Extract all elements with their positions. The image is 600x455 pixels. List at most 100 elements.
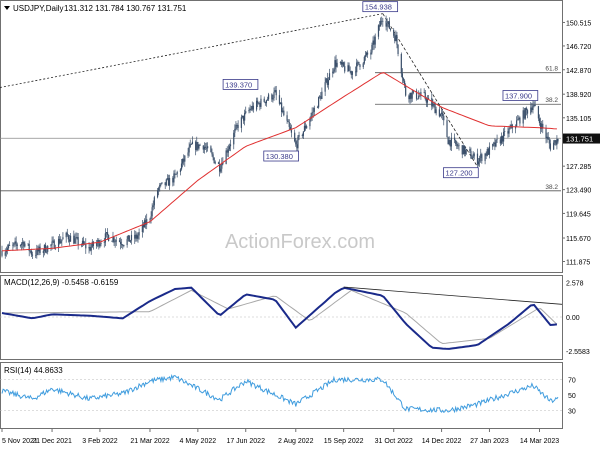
candle-body: [264, 101, 266, 104]
candle-body: [217, 162, 220, 164]
ohlc-values: 131.312 131.784 130.767 131.751: [64, 4, 187, 13]
candle-body: [272, 98, 274, 100]
candle-body: [411, 92, 413, 99]
candle-body: [443, 115, 445, 121]
candle-body: [242, 115, 245, 121]
candle-body: [111, 241, 113, 242]
candle-body: [213, 157, 215, 164]
candle-body: [179, 169, 182, 172]
candle-body: [190, 144, 192, 145]
candle-body: [484, 153, 486, 161]
candle-body: [265, 100, 267, 104]
candle-body: [20, 243, 23, 246]
candle-body: [434, 104, 436, 114]
rsi-line: [1, 374, 559, 414]
candle-body: [176, 171, 178, 175]
candle-body: [51, 241, 53, 245]
candle-body: [295, 141, 297, 145]
candle-body: [548, 139, 550, 144]
candle-body: [304, 125, 307, 129]
candle-body: [286, 115, 288, 121]
fib-level-label: 38.2: [545, 184, 558, 191]
candle-body: [296, 144, 298, 149]
candle-body: [66, 232, 68, 236]
candle-body: [92, 241, 94, 246]
candle-body: [344, 66, 346, 72]
candle-body: [73, 235, 75, 244]
macd-tick-label: -2.5583: [566, 349, 590, 356]
rsi-series: [0, 374, 562, 414]
candle-body: [371, 44, 373, 53]
candle-body: [227, 149, 229, 153]
candle-body: [313, 107, 315, 112]
candle-body: [326, 78, 328, 85]
candle-body: [549, 143, 551, 150]
candle-body: [386, 23, 388, 27]
candle-body: [409, 92, 411, 100]
candle-body: [4, 252, 6, 256]
chart-header: USDJPY,Daily 131.312 131.784 130.767 131…: [4, 4, 187, 13]
candle-body: [96, 243, 98, 246]
candle-body: [289, 126, 291, 131]
price-panel: ActionForex.com 61.8 38.2 38.2 154.938 139.…: [0, 0, 600, 273]
candle-body: [121, 243, 123, 246]
candle-body: [225, 150, 227, 165]
macd-signal-line: [2, 289, 558, 345]
candle-body: [235, 124, 237, 129]
candle-body: [222, 162, 224, 165]
candle-body: [488, 146, 491, 155]
price-annotations: 154.938 139.370 130.380 137.900 127.200: [222, 1, 539, 179]
candle-body: [469, 149, 471, 152]
ema-series: [1, 72, 557, 252]
candle-body: [366, 52, 369, 55]
candle-body: [479, 158, 481, 162]
candle-body: [112, 237, 114, 242]
candle-body: [114, 241, 116, 243]
candle-body: [495, 139, 497, 147]
long-term-dotted-trendline: [0, 13, 383, 88]
candle-body: [382, 20, 384, 22]
candle-body: [377, 25, 380, 37]
candle-body: [168, 177, 171, 186]
candle-body: [113, 237, 115, 243]
price-tick-label: 135.105: [566, 116, 591, 123]
candle-body: [374, 36, 376, 45]
candle-body: [502, 131, 505, 142]
candle-body: [357, 61, 359, 63]
candle-body: [52, 240, 54, 242]
candle-body: [152, 205, 154, 208]
candle-body: [258, 103, 260, 104]
triangle-down-icon[interactable]: [4, 6, 10, 10]
candle-body: [378, 25, 381, 27]
candle-body: [311, 112, 313, 116]
rsi-tick-label: 50: [568, 393, 576, 400]
candle-body: [159, 184, 161, 188]
candle-body: [389, 28, 392, 30]
candle-body: [266, 99, 269, 101]
candle-body: [486, 148, 488, 156]
candle-body: [119, 241, 122, 244]
macd-panel: 2.578 0.00 -2.5583 MACD(12,26,9) -0.5458 -…: [0, 275, 590, 360]
candle-body: [22, 242, 24, 244]
candle-body: [318, 97, 320, 108]
candle-body: [487, 148, 489, 155]
candle-body: [448, 140, 450, 145]
candle-body: [175, 174, 177, 175]
candle-body: [509, 127, 511, 129]
candle-body: [426, 98, 429, 103]
candle-body: [394, 35, 396, 42]
candle-body: [546, 136, 548, 139]
candle-body: [115, 240, 117, 242]
rsi-axis: 70 50 30: [568, 378, 576, 416]
candle-body: [236, 124, 238, 126]
price-tick-label: 146.720: [566, 44, 591, 51]
price-tick-label: 119.645: [566, 211, 591, 218]
candle-body: [518, 117, 520, 120]
candle-body: [333, 69, 335, 72]
candle-body: [351, 71, 353, 75]
candle-body: [75, 237, 77, 239]
candle-body: [136, 234, 138, 239]
candle-body: [447, 137, 449, 145]
candle-body: [62, 237, 64, 240]
candle-body: [349, 71, 351, 72]
